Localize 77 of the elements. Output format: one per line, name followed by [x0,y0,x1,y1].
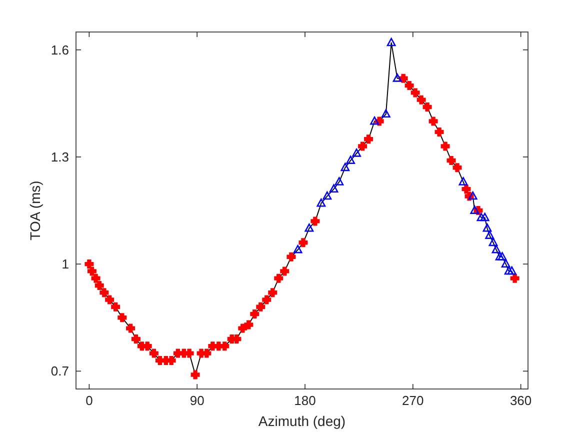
point [452,163,462,172]
point [274,274,284,283]
point [434,127,444,136]
point [286,252,296,262]
point [392,74,402,82]
point [495,252,504,260]
point [510,274,520,283]
point [280,266,290,276]
point [440,142,450,151]
point [293,244,302,254]
point [91,274,100,283]
point [381,109,390,118]
y-axis-title: TOA (ms) [27,180,43,240]
point [352,148,361,157]
point [105,295,114,304]
point [256,302,266,312]
point [470,206,480,214]
point [268,288,278,298]
point [238,324,248,333]
point [220,342,230,351]
point [480,212,490,222]
point [482,224,492,232]
point [202,348,212,358]
point [84,260,94,269]
point [398,74,408,83]
point [346,156,356,164]
point [316,198,326,207]
point [428,116,438,126]
point [492,244,501,254]
point [334,177,344,186]
point [118,313,127,322]
point [458,177,468,186]
point [262,295,272,304]
point [422,102,432,112]
point [488,238,498,246]
y-tick-label: 1 [62,256,69,272]
point [329,184,338,193]
point [386,38,396,46]
point [304,224,314,232]
point [250,310,260,319]
point [358,142,368,151]
point [476,212,486,222]
point [244,320,254,330]
point [468,191,478,200]
point [87,266,96,276]
point [111,302,120,312]
point [126,324,136,333]
x-tick-label: 270 [402,393,424,408]
x-axis-title: Azimuth (deg) [258,413,346,429]
point [131,334,140,344]
point [485,230,494,239]
y-tick-label: 1.6 [50,42,69,58]
y-tick-label: 1.3 [50,149,69,164]
point [507,266,516,275]
point [498,252,507,260]
point [462,184,471,194]
point [310,216,320,226]
y-tick-label: 0.7 [50,364,69,379]
point [94,280,104,290]
point [322,191,332,200]
point [364,134,374,144]
point [416,95,426,104]
point [298,238,308,248]
point [190,370,200,380]
point [404,81,414,90]
point [100,288,109,298]
x-tick-label: 0 [86,393,93,408]
x-tick-label: 360 [510,393,532,408]
point [370,116,379,125]
point [340,162,350,172]
point [446,156,456,166]
x-tick-label: 180 [294,393,316,408]
point [501,259,510,268]
x-tick-label: 90 [190,393,204,408]
point [504,266,514,275]
point [410,88,420,98]
point [149,348,158,358]
